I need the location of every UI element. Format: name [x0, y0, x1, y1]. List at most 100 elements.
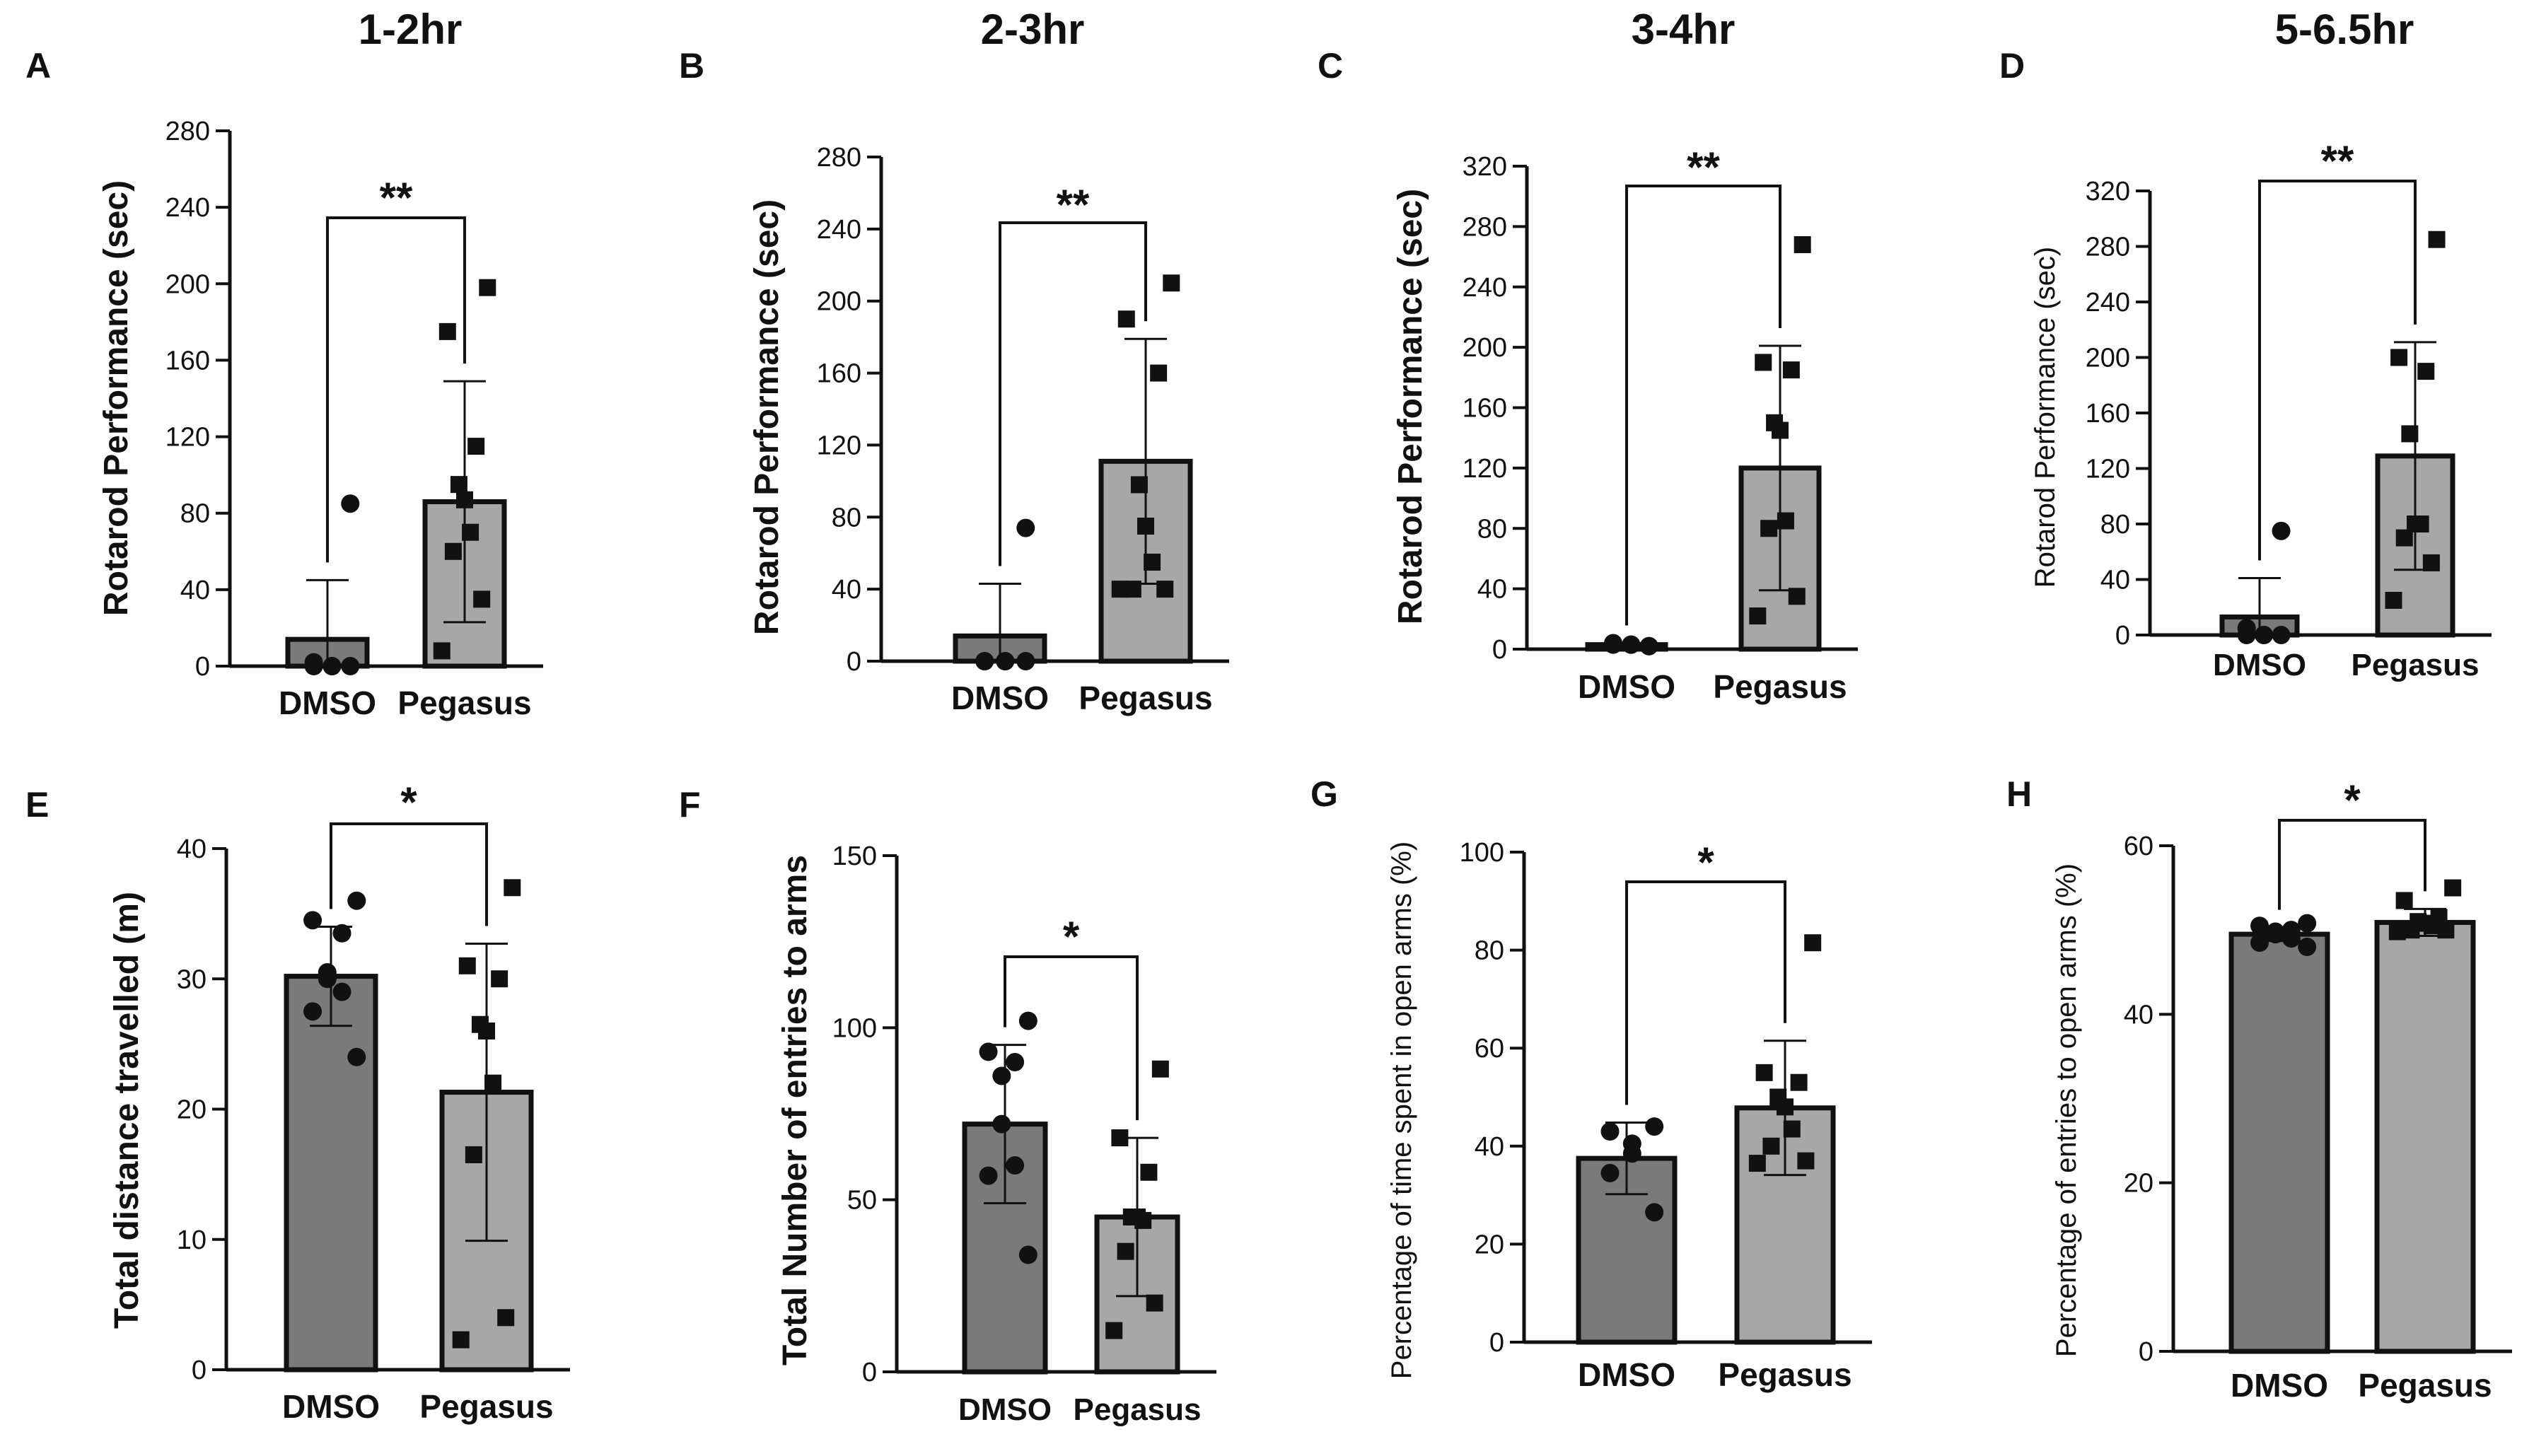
y-tick-label: 280: [1463, 212, 1507, 242]
y-tick-label: 80: [1477, 514, 1507, 544]
significance-marker: *: [1697, 839, 1714, 886]
data-point-pegasus: [452, 1331, 470, 1349]
data-point-pegasus: [1144, 553, 1161, 571]
data-point-dmso: [2281, 929, 2301, 948]
data-point-pegasus: [1772, 421, 1789, 439]
data-point-pegasus: [1797, 1152, 1815, 1170]
data-point-pegasus: [433, 642, 451, 660]
data-point-dmso: [979, 1166, 998, 1185]
y-tick-label: 160: [2086, 399, 2130, 429]
y-tick-label: 80: [1475, 936, 1504, 966]
data-point-dmso: [2298, 914, 2317, 933]
y-tick-label: 120: [2086, 455, 2130, 484]
y-tick-label: 160: [817, 359, 861, 389]
data-point-pegasus: [1782, 361, 1800, 379]
panel-title: 5-6.5hr: [2275, 6, 2414, 53]
data-point-pegasus: [1105, 1322, 1123, 1339]
data-point-dmso: [2250, 933, 2269, 953]
y-axis-label: Total distance travelled (m): [108, 892, 146, 1329]
y-tick-label: 40: [2100, 566, 2130, 595]
panel-d: D 5-6.5hr 0 40 80 120 160 200 240 280 320 Rotarod P…: [1999, 6, 2492, 682]
data-point-dmso: [347, 1047, 366, 1066]
data-point-pegasus: [467, 438, 485, 455]
data-point-dmso: [332, 982, 351, 1001]
y-tick-label: 320: [2086, 177, 2130, 206]
panel-label: B: [679, 46, 704, 86]
data-point-pegasus: [1762, 1137, 1780, 1155]
data-point-dmso: [2272, 626, 2291, 644]
y-tick-label: 20: [177, 1095, 207, 1125]
y-tick-label: 240: [2086, 288, 2130, 318]
category-label-dmso: DMSO: [2213, 648, 2306, 682]
data-point-pegasus: [2422, 554, 2440, 571]
data-point-pegasus: [478, 1022, 495, 1039]
y-tick-label: 280: [817, 143, 861, 173]
category-label-pegasus: Pegasus: [419, 1388, 553, 1425]
bar-dmso: [2228, 931, 2330, 1354]
y-tick-label: 0: [2115, 621, 2130, 651]
panel-title: 3-4hr: [1632, 6, 1736, 53]
data-point-pegasus: [465, 1146, 482, 1163]
data-point-dmso: [1016, 518, 1035, 537]
panel-label: C: [1318, 46, 1343, 86]
y-tick-label: 120: [1463, 454, 1507, 484]
y-tick-label: 200: [1463, 333, 1507, 363]
significance-bracket: [330, 822, 488, 926]
data-point-dmso: [341, 657, 360, 675]
category-label-pegasus: Pegasus: [1079, 680, 1212, 716]
data-point-pegasus: [1137, 518, 1154, 535]
data-point-pegasus: [444, 542, 462, 560]
data-point-dmso: [304, 653, 323, 672]
panel-c: C 3-4hr 0 40 80 120 160 200 240 280 320 Rotarod Per…: [1318, 6, 1858, 705]
y-tick-label: 80: [180, 499, 210, 529]
y-axis-label: Rotarod Performance (sec): [98, 180, 135, 616]
y-tick-label: 0: [195, 652, 210, 682]
data-point-pegasus: [1156, 581, 1174, 598]
y-tick-label: 120: [165, 423, 210, 453]
significance-bracket: [1625, 880, 1786, 1105]
panel-label: F: [679, 785, 701, 825]
y-tick-label: 150: [832, 841, 877, 871]
significance-bracket: [326, 216, 466, 563]
data-point-dmso: [1006, 1156, 1025, 1175]
y-tick-label: 30: [177, 965, 207, 994]
data-point-dmso: [979, 1042, 998, 1061]
data-point-dmso: [2266, 925, 2285, 944]
y-tick-label: 0: [1489, 1328, 1504, 1358]
data-point-dmso: [1600, 1163, 1620, 1182]
y-axis-label: Total Number of entries to arms: [777, 855, 814, 1365]
category-label-pegasus: Pegasus: [2352, 648, 2480, 682]
y-tick-label: 10: [177, 1225, 207, 1255]
data-point-dmso: [1639, 636, 1658, 656]
data-point-dmso: [992, 1114, 1011, 1134]
data-point-pegasus: [2437, 921, 2455, 939]
data-point-pegasus: [484, 1074, 502, 1092]
significance-marker: *: [2344, 776, 2361, 824]
y-tick-label: 40: [832, 575, 861, 605]
data-point-pegasus: [1134, 1211, 1152, 1229]
data-point-dmso: [347, 891, 366, 910]
panel-title: 1-2hr: [359, 6, 463, 53]
data-point-pegasus: [2395, 529, 2413, 547]
data-point-pegasus: [2444, 879, 2462, 897]
y-tick-label: 320: [1463, 152, 1507, 182]
data-point-pegasus: [1150, 364, 1168, 382]
significance-bracket: [2258, 180, 2417, 561]
data-point-pegasus: [2417, 363, 2435, 380]
panel-e: E 0 10 20 30 40 Total distance travelled (m) DM…: [25, 779, 570, 1425]
significance-marker: **: [380, 174, 413, 221]
significance-bracket: [2278, 819, 2426, 910]
data-point-dmso: [1018, 1245, 1037, 1264]
y-tick-label: 160: [1463, 394, 1507, 424]
y-tick-label: 240: [1463, 273, 1507, 303]
data-point-dmso: [2255, 626, 2274, 644]
data-point-dmso: [1645, 1203, 1664, 1222]
y-tick-label: 20: [1475, 1230, 1504, 1259]
data-point-pegasus: [1790, 1073, 1808, 1091]
data-point-dmso: [2250, 916, 2269, 936]
data-point-pegasus: [1140, 1163, 1158, 1181]
y-tick-label: 40: [177, 834, 207, 864]
y-tick-label: 240: [817, 215, 861, 245]
data-point-pegasus: [450, 476, 467, 494]
data-point-dmso: [1645, 1117, 1664, 1136]
